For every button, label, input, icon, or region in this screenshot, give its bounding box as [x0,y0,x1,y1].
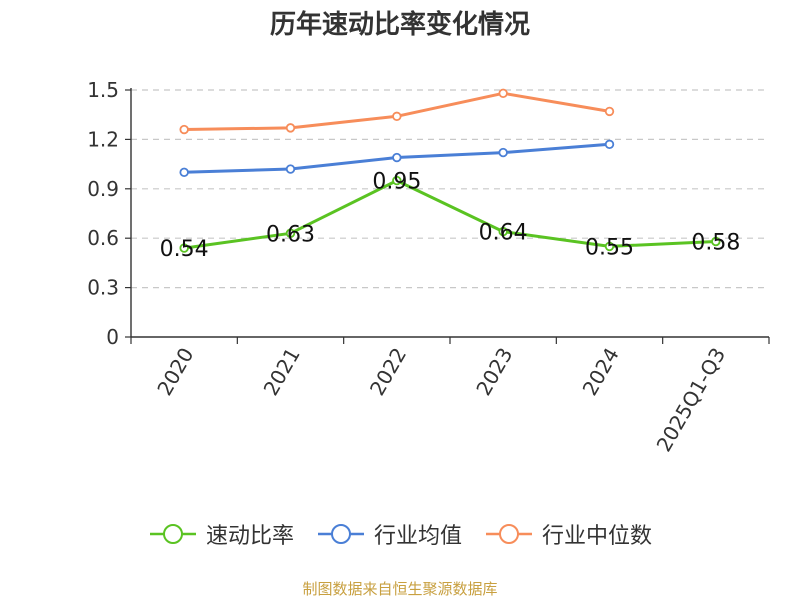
data-point [604,139,615,150]
data-label: 0.58 [691,230,740,255]
data-point [179,243,189,253]
data-label: 0.63 [266,222,315,247]
x-tick-label: 2022 [365,344,411,400]
x-tick-label: 2025Q1-Q3 [651,344,730,456]
legend-label: 行业均值 [373,524,462,549]
y-tick-label: 0.9 [87,177,119,201]
x-tick-label: 2021 [259,344,305,400]
data-point [392,175,402,186]
legend-line-marker-icon [317,524,364,544]
x-tick-label: 2023 [471,344,517,400]
data-point [711,236,721,247]
data-label: 0.64 [479,221,528,246]
legend-line-marker-icon [149,524,196,544]
data-point [392,152,402,163]
data-label: 0.55 [585,235,634,260]
y-tick-label: 1.2 [87,127,119,151]
data-point [179,124,189,135]
data-point [285,123,296,133]
data-point [604,106,615,117]
legend-label: 速动比率 [205,524,294,549]
legend-item[interactable]: 行业中位数 [484,518,652,550]
chart-title: 历年速动比率变化情况 [269,10,530,40]
legend-line-marker-icon [486,524,532,544]
data-label: 0.95 [372,170,421,195]
legend-label: 行业中位数 [542,524,653,549]
x-tick-label: 2020 [152,344,198,400]
data-point [285,164,296,174]
data-point [498,226,508,237]
y-tick-label: 0.6 [87,226,119,250]
data-point [498,147,508,158]
data-point [392,111,402,122]
series-line-2 [182,91,611,131]
data-point [285,228,296,238]
chart-legend: 速动比率 行业均值 行业中位数 [0,518,800,550]
data-label: 0.54 [160,237,209,262]
y-tick-label: 0.3 [87,276,119,300]
data-point [498,88,508,98]
y-tick-label: 0 [106,325,119,349]
legend-item[interactable]: 行业均值 [316,518,462,550]
x-tick-label: 2024 [578,344,624,400]
y-tick-label: 1.5 [87,78,119,102]
legend-item[interactable]: 速动比率 [148,518,294,550]
data-source-note: 制图数据来自恒生聚源数据库 [302,580,498,598]
data-point [179,167,189,178]
series-line-0 [182,179,718,250]
data-point [604,241,615,252]
